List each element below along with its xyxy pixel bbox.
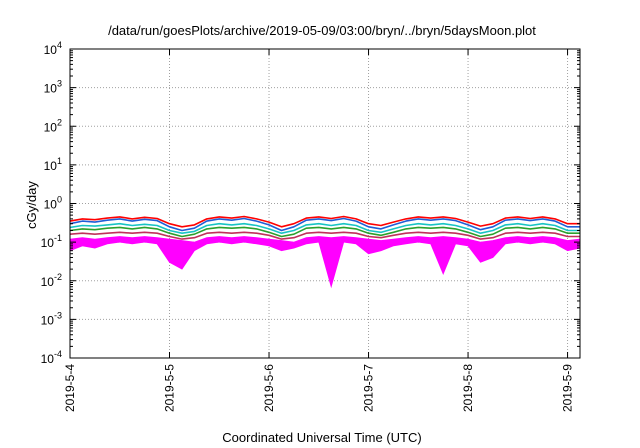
grid [70,49,580,358]
x-axis-label: Coordinated Universal Time (UTC) [222,430,421,445]
y-tick-label: 102 [44,117,62,134]
x-tick-label: 2019-5-5 [163,364,177,412]
y-tick-label: 10-1 [41,233,62,250]
y-tick-label: 10-3 [41,310,62,327]
series-line-5 [69,231,580,240]
x-tick-label: 2019-5-7 [362,364,376,412]
series-line-3 [69,222,580,234]
series-group [69,215,581,289]
series-line-1 [69,215,580,228]
y-axis-label: cGy/day [24,181,39,229]
y-tick-label: 101 [44,156,62,173]
series-line-4 [69,226,580,238]
series-band-0 [69,236,581,289]
x-tick-label: 2019-5-8 [461,364,475,412]
y-tick-label: 10-4 [41,349,62,366]
y-tick-label: 104 [44,40,62,57]
y-tick-label: 10-2 [41,272,62,289]
x-tick-label: 2019-5-4 [63,364,77,412]
y-tick-label: 103 [44,79,62,96]
x-tick-label: 2019-5-9 [561,364,575,412]
y-tick-label: 100 [44,195,62,212]
chart-title: /data/run/goesPlots/archive/2019-05-09/0… [108,23,536,38]
series-line-2 [69,217,580,232]
ticks-group: 10-4 10-3 10-2 10-1 100 101 102 103 104 2019-5-4 2… [41,40,580,412]
x-tick-label: 2019-5-6 [262,364,276,412]
